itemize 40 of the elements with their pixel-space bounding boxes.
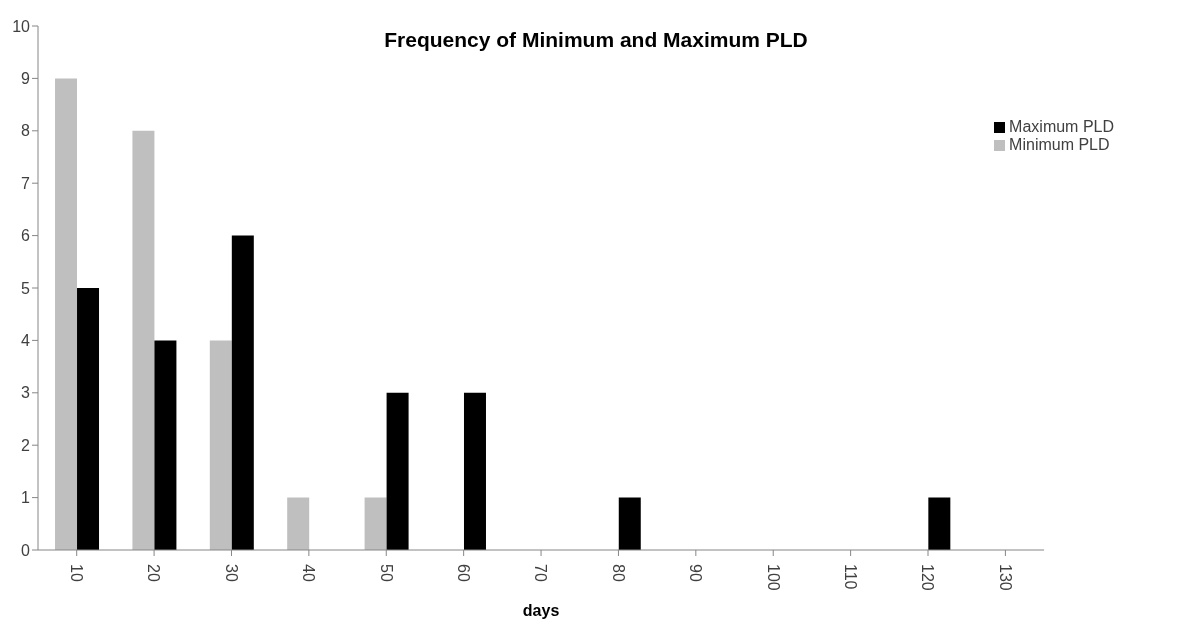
y-tick-label: 2 (21, 436, 31, 454)
bar (132, 130, 155, 550)
chart-title: Frequency of Minimum and Maximum PLD (384, 28, 808, 51)
y-tick-label: 6 (21, 227, 31, 245)
bar (463, 392, 486, 550)
x-tick-label: 120 (919, 564, 937, 591)
y-tick-label: 10 (12, 17, 31, 35)
legend-label: Maximum PLD (1009, 118, 1114, 135)
x-tick-label: 40 (300, 564, 318, 582)
x-tick-label: 100 (764, 564, 782, 591)
bar (231, 235, 254, 550)
x-tick-label: 20 (145, 564, 163, 582)
bar (209, 340, 232, 550)
x-tick-label: 60 (455, 564, 473, 582)
y-tick-label: 7 (21, 174, 31, 192)
x-tick-label: 130 (996, 564, 1014, 591)
y-tick-label: 9 (21, 70, 31, 88)
y-tick-label: 3 (21, 384, 31, 402)
bar (386, 392, 409, 550)
bar (77, 288, 100, 550)
y-tick-label: 1 (21, 489, 31, 507)
x-tick-label: 110 (842, 564, 860, 590)
bar (287, 497, 310, 550)
bar (618, 497, 641, 550)
y-tick-label: 0 (21, 541, 31, 559)
bar (55, 78, 78, 550)
y-tick-label: 5 (21, 279, 31, 297)
x-tick-label: 70 (532, 564, 550, 582)
x-tick-label: 90 (687, 564, 705, 582)
y-tick-label: 4 (21, 332, 31, 350)
legend-label: Minimum PLD (1009, 136, 1110, 153)
bar (928, 497, 951, 550)
bar (364, 497, 387, 550)
x-tick-label: 30 (222, 564, 240, 582)
bar (154, 340, 177, 550)
x-tick-label: 50 (377, 564, 395, 582)
x-tick-label: 10 (68, 564, 86, 582)
x-axis-title: days (522, 602, 560, 619)
x-tick-label: 80 (609, 564, 627, 582)
y-tick-label: 8 (21, 122, 31, 140)
